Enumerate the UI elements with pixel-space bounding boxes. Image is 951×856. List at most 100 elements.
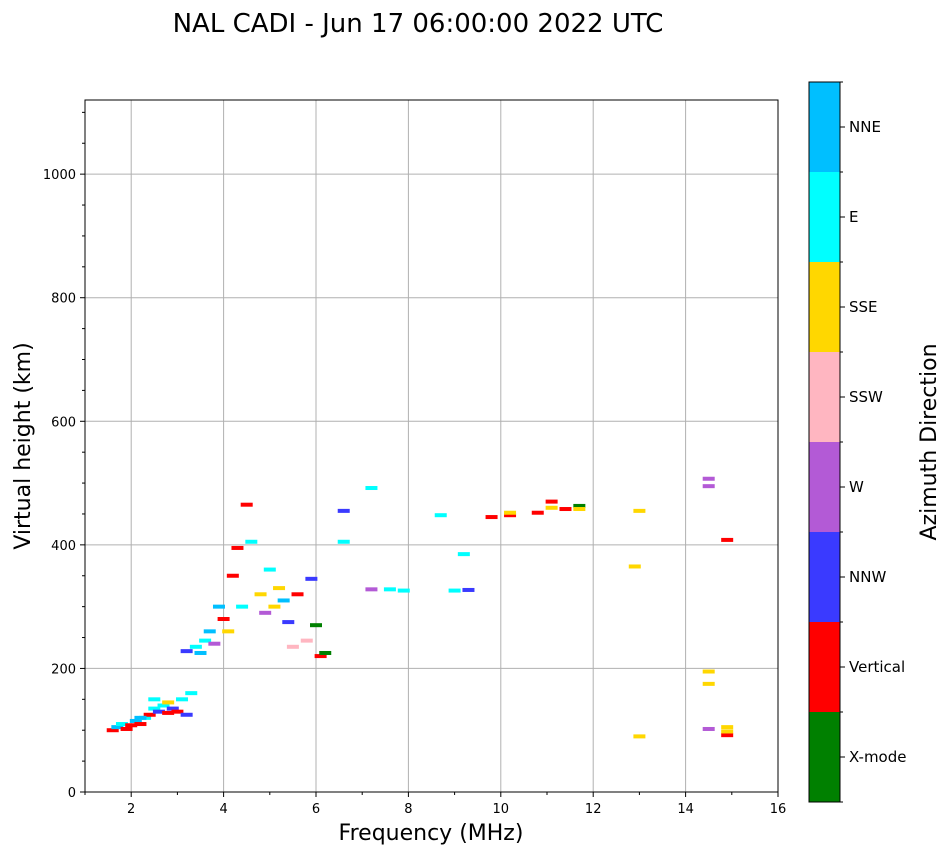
data-point (273, 586, 286, 591)
data-point (314, 654, 327, 659)
data-point (628, 564, 641, 569)
data-point (166, 706, 179, 711)
data-point (129, 718, 142, 723)
colorbar-swatch (809, 82, 840, 172)
data-point (222, 629, 235, 634)
y-tick-label: 200 (51, 662, 76, 677)
data-point (189, 644, 202, 649)
colorbar-swatch (809, 442, 840, 532)
data-point (434, 513, 447, 518)
x-axis-label: Frequency (MHz) (339, 821, 524, 846)
colorbar-frame (808, 81, 841, 803)
data-point (226, 573, 239, 578)
colorbar-label: SSW (849, 388, 883, 406)
data-point (702, 484, 715, 489)
grid-lines (85, 100, 778, 792)
data-point (240, 502, 253, 507)
data-point (111, 725, 124, 730)
data-point (305, 576, 318, 581)
data-point (115, 722, 128, 727)
colorbar-label: E (849, 208, 858, 226)
colorbar-swatch (809, 352, 840, 442)
data-point (721, 733, 734, 738)
data-point (171, 709, 184, 714)
colorbar-title: Azimuth Direction (917, 343, 942, 540)
data-point (134, 722, 147, 727)
data-point (702, 476, 715, 481)
data-point (721, 725, 734, 730)
data-point (337, 508, 350, 513)
data-point (531, 510, 544, 515)
data-point (457, 552, 470, 557)
data-point (259, 610, 272, 615)
y-tick-label: 1000 (43, 168, 76, 183)
colorbar-swatch (809, 712, 840, 802)
x-tick-label: 14 (677, 802, 694, 817)
data-point (254, 592, 267, 597)
data-point (208, 641, 221, 646)
data-point (125, 723, 138, 728)
x-tick-label: 16 (770, 802, 787, 817)
data-point (702, 726, 715, 731)
data-point (300, 638, 313, 643)
data-point (236, 604, 249, 609)
data-point (319, 650, 332, 655)
data-point (277, 598, 290, 603)
data-point (106, 728, 119, 733)
plot-frame (84, 99, 779, 793)
colorbar-label: SSE (849, 298, 878, 316)
x-tick-label: 2 (127, 802, 135, 817)
colorbar-label: X-mode (849, 748, 906, 766)
data-point (217, 617, 230, 621)
chart-title: NAL CADI - Jun 17 06:00:00 2022 UTC (173, 9, 664, 39)
data-point (231, 545, 244, 550)
data-point (462, 587, 475, 592)
data-point (337, 539, 350, 544)
data-point (176, 697, 189, 702)
data-point (203, 629, 216, 634)
x-axis-ticks: 2 4 6 8 10 12 14 16 (84, 792, 787, 817)
colorbar-label: W (849, 478, 864, 496)
data-point (134, 715, 147, 720)
colorbar-label: NNW (849, 568, 886, 586)
x-tick-label: 6 (312, 802, 320, 817)
data-point (365, 486, 378, 491)
data-point (143, 712, 156, 717)
data-point (162, 710, 175, 715)
x-tick-label: 10 (493, 802, 510, 817)
data-point (157, 703, 170, 708)
data-point (120, 726, 133, 731)
data-point (365, 587, 378, 592)
data-point (245, 539, 258, 544)
data-point (268, 604, 281, 609)
data-point (633, 734, 646, 739)
colorbar-swatch (809, 532, 840, 622)
data-point (152, 709, 165, 714)
data-point (504, 513, 517, 518)
data-point (702, 669, 715, 674)
data-point (573, 503, 586, 508)
data-point (633, 508, 646, 513)
y-axis-ticks: 0 200 400 600 800 1000 (43, 111, 85, 801)
y-tick-label: 0 (68, 786, 76, 801)
data-point (721, 537, 734, 542)
data-point (545, 499, 558, 504)
data-point (180, 649, 193, 654)
data-point (573, 507, 586, 512)
data-point (545, 505, 558, 510)
data-point (291, 592, 304, 597)
x-tick-label: 8 (404, 802, 412, 817)
data-point (504, 510, 517, 515)
data-point (194, 650, 207, 655)
data-points (106, 476, 734, 739)
data-point (383, 587, 396, 592)
colorbar-swatch (809, 622, 840, 712)
data-point (148, 697, 161, 702)
data-point (282, 620, 295, 625)
data-point (162, 700, 175, 705)
data-point (286, 644, 299, 649)
colorbar-label: NNE (849, 118, 881, 136)
x-tick-label: 4 (219, 802, 227, 817)
data-point (310, 623, 322, 628)
